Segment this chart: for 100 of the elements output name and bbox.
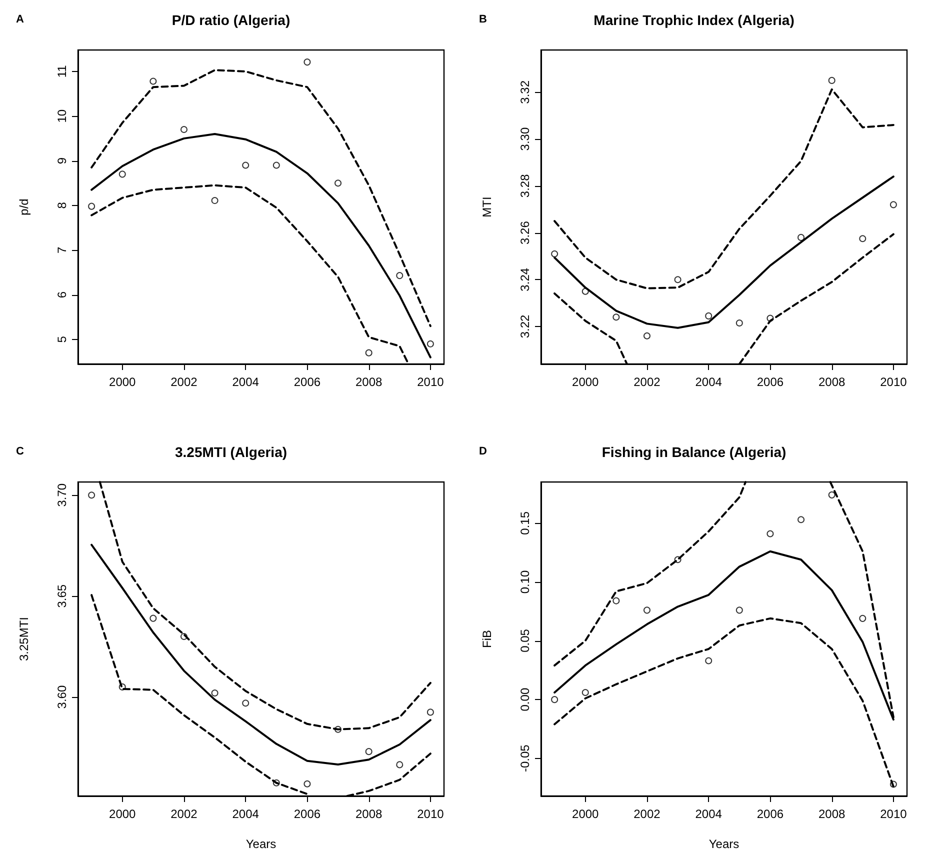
point	[828, 491, 836, 498]
point	[736, 606, 743, 614]
y-axis-title: p/d	[17, 198, 31, 216]
point	[272, 779, 280, 786]
point	[242, 700, 250, 707]
x-axis-title: Years	[246, 837, 276, 851]
y-tick-label: 3.22	[518, 314, 532, 338]
point	[705, 657, 712, 664]
chart-title: Fishing in Balance (Algeria)	[602, 444, 786, 460]
point	[551, 696, 558, 704]
x-tick-label: 2004	[695, 375, 722, 389]
point	[612, 597, 620, 604]
y-tick-label: 0.15	[518, 511, 532, 535]
text: A	[16, 14, 24, 26]
point	[211, 197, 218, 204]
point	[798, 516, 805, 524]
point	[334, 180, 342, 187]
y-tick-label: 7	[55, 246, 69, 254]
point	[582, 288, 589, 295]
point	[396, 272, 404, 280]
y-tick-label: 3.26	[518, 220, 532, 244]
y-tick-label: 10	[55, 109, 69, 123]
point	[150, 614, 157, 622]
y-axis-title: MTI	[480, 196, 494, 218]
point	[304, 780, 311, 788]
x-tick-label: 2006	[756, 807, 784, 821]
y-tick-label: 0.10	[518, 570, 532, 594]
y-tick-label: 9	[55, 157, 69, 164]
x-tick-label: 2008	[818, 375, 846, 389]
y-tick-label: 3.65	[55, 584, 69, 608]
point	[150, 78, 157, 85]
point	[766, 314, 774, 322]
x-tick-label: 2006	[294, 375, 321, 389]
x-tick-label: 2002	[634, 807, 661, 821]
x-tick-label: 2006	[294, 807, 321, 821]
x-tick-label: 2004	[232, 375, 260, 389]
point	[88, 492, 96, 499]
line-series	[554, 617, 894, 788]
x-tick-label: 2004	[232, 807, 260, 821]
y-tick-label: 3.28	[518, 174, 532, 198]
x-tick-label: 2010	[880, 375, 908, 389]
line-series	[90, 132, 432, 358]
line-series	[554, 88, 894, 290]
point	[365, 748, 372, 756]
x-tick-label: 2008	[355, 375, 382, 389]
x-tick-label: 2010	[417, 807, 444, 821]
point	[180, 632, 188, 640]
point	[859, 614, 866, 622]
point	[890, 201, 897, 208]
y-tick-label: -0.05	[518, 744, 532, 772]
y-tick-label: 3.60	[55, 685, 69, 709]
line-series	[554, 176, 894, 329]
chart-title: 3.25MTI (Algeria)	[174, 444, 288, 460]
point	[674, 276, 682, 284]
point	[705, 312, 712, 320]
point	[211, 690, 218, 697]
y-tick-label: 3.70	[55, 483, 69, 507]
y-axis-title: 3.25MTI	[17, 616, 31, 662]
y-tick-label: 6	[55, 291, 69, 298]
y-axis-title: FiB	[480, 630, 494, 648]
x-tick-label: 2010	[417, 375, 444, 389]
text: C	[16, 446, 24, 458]
y-tick-label: 0.00	[518, 688, 532, 712]
x-tick-label: 2000	[572, 375, 600, 389]
point	[859, 235, 866, 242]
x-tick-label: 2008	[355, 807, 382, 821]
line-series	[90, 69, 432, 328]
chart-title: Marine Trophic Index (Algeria)	[594, 12, 794, 28]
x-tick-label: 2002	[634, 375, 661, 389]
chart-title: P/D ratio (Algeria)	[172, 12, 290, 28]
point	[643, 606, 650, 614]
x-tick-label: 2008	[818, 807, 846, 821]
x-tick-label: 2000	[572, 807, 600, 821]
y-tick-label: 3.24	[518, 268, 532, 292]
point	[674, 556, 682, 564]
point	[890, 780, 897, 788]
x-tick-label: 2002	[170, 807, 198, 821]
y-tick-label: 3.30	[518, 127, 532, 151]
x-tick-label: 2000	[109, 375, 136, 389]
point	[365, 349, 372, 356]
point	[180, 126, 188, 134]
x-axis-title: Years	[708, 837, 740, 851]
y-tick-label: 0.05	[518, 628, 532, 652]
point	[828, 76, 836, 84]
point	[304, 58, 311, 66]
point	[736, 319, 743, 326]
point	[88, 202, 96, 210]
y-tick-label: 3.32	[518, 80, 532, 104]
x-tick-label: 2000	[109, 807, 136, 821]
point	[612, 314, 620, 321]
point	[118, 170, 126, 178]
point	[643, 332, 650, 340]
y-tick-label: 5	[55, 336, 69, 343]
point	[551, 250, 558, 258]
point	[582, 689, 589, 696]
point	[798, 234, 805, 241]
x-tick-label: 2004	[695, 807, 722, 821]
text: D	[479, 446, 487, 458]
point	[426, 340, 434, 348]
x-tick-label: 2006	[756, 375, 784, 389]
